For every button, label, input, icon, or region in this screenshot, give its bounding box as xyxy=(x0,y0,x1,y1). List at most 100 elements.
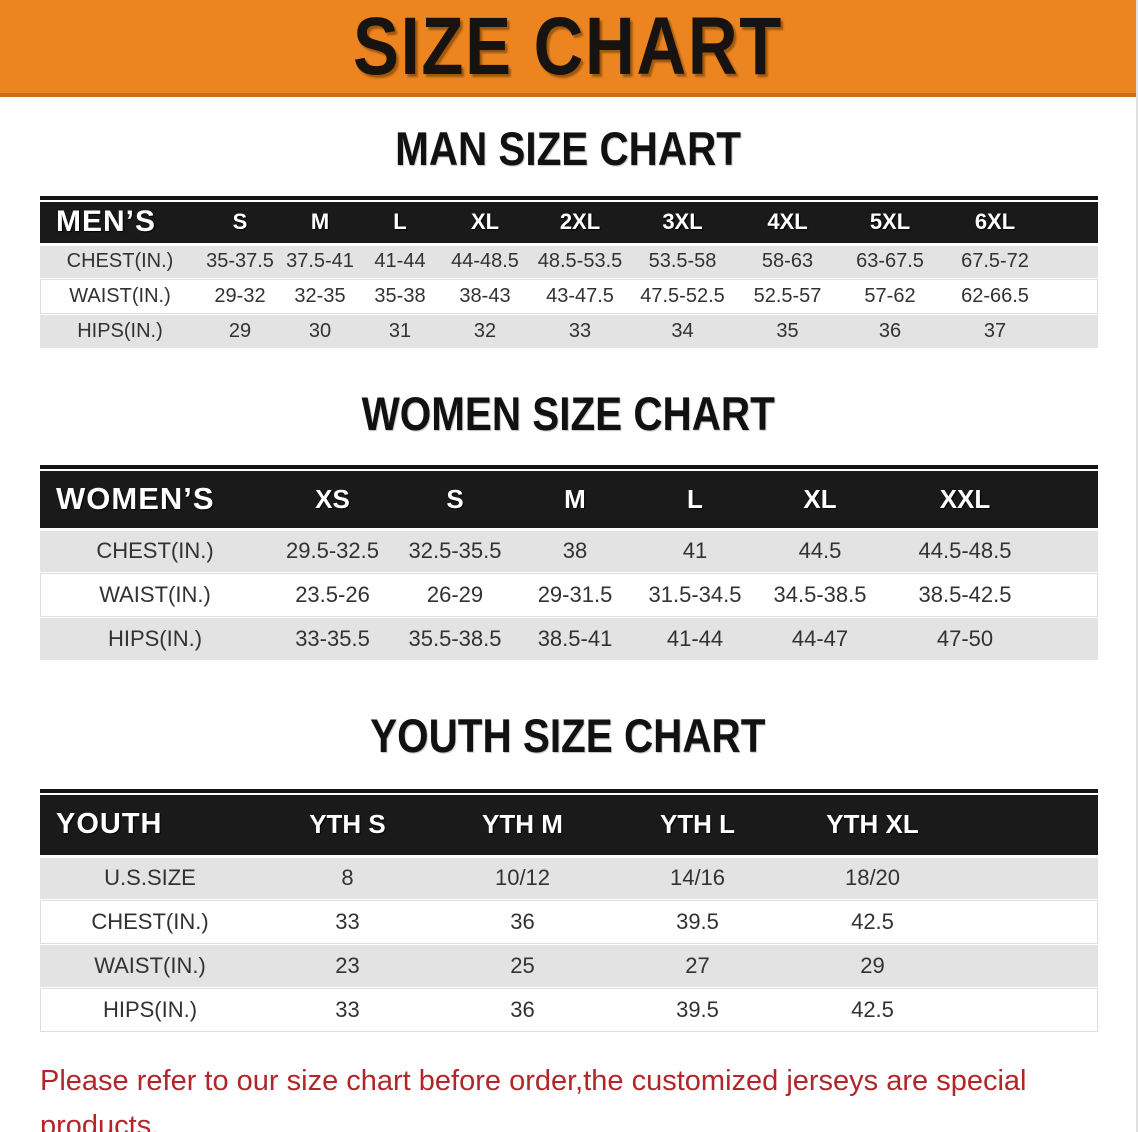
value-cell: 29-32 xyxy=(214,285,266,307)
value-cell: 25 xyxy=(510,953,535,978)
size-header-cell: S xyxy=(232,209,248,235)
value-cell: 33-35.5 xyxy=(295,626,370,651)
value-cell: 14/16 xyxy=(669,865,726,891)
value-cell: 62-66.5 xyxy=(961,285,1029,307)
size-header-cell: S xyxy=(446,483,464,514)
value-cell: 42.5 xyxy=(851,997,894,1022)
value-cell: 58-63 xyxy=(761,250,814,273)
table-row: U.S.SIZE 8 10/12 14/16 18/20 xyxy=(40,856,1098,900)
table-row: HIPS(IN.) 29 30 31 32 33 34 35 36 37 xyxy=(40,314,1098,349)
women-section-heading: WOMEN SIZE CHART xyxy=(0,390,1136,437)
size-header-cell: 2XL xyxy=(559,209,601,235)
value-cell: 38.5-42.5 xyxy=(918,582,1012,607)
value-cell: 38 xyxy=(562,538,588,564)
spacer-cell xyxy=(960,900,1098,944)
disclaimer-note: Please refer to our size chart before or… xyxy=(40,1059,1108,1132)
row-label-cell: HIPS(IN.) xyxy=(107,626,203,651)
value-cell: 53.5-58 xyxy=(648,250,717,273)
value-cell: 35-38 xyxy=(374,285,426,307)
spacer-cell xyxy=(1050,279,1098,314)
value-cell: 29.5-32.5 xyxy=(286,538,379,564)
table-row: CHEST(IN.) 35-37.5 37.5-41 41-44 44-48.5 48.5… xyxy=(40,244,1098,279)
value-cell: 41 xyxy=(682,538,708,564)
men-section-heading: MAN SIZE CHART xyxy=(0,125,1136,172)
value-cell: 43-47.5 xyxy=(546,285,614,307)
value-cell: 39.5 xyxy=(676,997,719,1022)
spacer-cell xyxy=(1045,573,1098,617)
men-size-table: MEN’S S M L XL 2XL 3XL 4XL 5XL 6XL CHEST(IN.) 35-37… xyxy=(40,202,1098,350)
spacer-cell xyxy=(1045,529,1098,573)
women-size-table: WOMEN’S XS S M L XL XXL CHEST(IN.) 29.5-32.5 32.5… xyxy=(40,471,1098,662)
value-cell: 33 xyxy=(335,997,360,1022)
size-header-cell: XL xyxy=(470,209,500,235)
value-cell: 32.5-35.5 xyxy=(408,538,502,564)
spacer-cell xyxy=(1050,314,1098,349)
value-cell: 29-31.5 xyxy=(537,582,613,607)
size-header-cell: 5XL xyxy=(869,209,911,235)
table-row: CHEST(IN.) 29.5-32.5 32.5-35.5 38 41 44.5 44.5… xyxy=(40,529,1098,573)
youth-size-table: YOUTH YTH S YTH M YTH L YTH XL U.S.SIZE 8 10/12… xyxy=(40,795,1098,1033)
value-cell: 31 xyxy=(388,320,412,342)
row-label-cell: WAIST(IN.) xyxy=(69,285,171,307)
value-cell: 34 xyxy=(671,320,694,342)
value-cell: 47-50 xyxy=(936,626,994,651)
value-cell: 10/12 xyxy=(494,865,551,891)
value-cell: 36 xyxy=(510,909,535,934)
table-row: CHEST(IN.) 33 36 39.5 42.5 xyxy=(40,900,1098,944)
value-cell: 33 xyxy=(335,909,360,934)
value-cell: 23.5-26 xyxy=(295,582,370,607)
value-cell: 34.5-38.5 xyxy=(773,582,867,607)
spacer-cell xyxy=(960,944,1098,988)
value-cell: 44-48.5 xyxy=(451,250,519,273)
value-cell: 35.5-38.5 xyxy=(408,626,502,651)
value-cell: 63-67.5 xyxy=(856,250,924,273)
size-header-cell: L xyxy=(393,209,407,235)
row-label-cell: CHEST(IN.) xyxy=(91,909,209,934)
value-cell: 36 xyxy=(878,320,902,342)
row-label-cell: WAIST(IN.) xyxy=(94,953,206,978)
row-label-cell: CHEST(IN.) xyxy=(96,538,214,564)
size-header-cell: XL xyxy=(803,483,837,514)
size-header-cell: XS xyxy=(315,483,350,514)
table-row: WAIST(IN.) 23.5-26 26-29 29-31.5 31.5-34.5 34… xyxy=(40,573,1098,617)
youth-section-heading: YOUTH SIZE CHART xyxy=(0,712,1136,759)
women-table-wrap: WOMEN’S XS S M L XL XXL CHEST(IN.) 29.5-32.5 32.5… xyxy=(40,465,1098,662)
size-header-cell: 4XL xyxy=(767,209,808,235)
value-cell: 37.5-41 xyxy=(286,250,354,273)
spacer-cell xyxy=(1045,471,1098,529)
spacer-cell xyxy=(1045,617,1098,661)
value-cell: 44.5-48.5 xyxy=(918,538,1012,564)
value-cell: 52.5-57 xyxy=(753,285,822,307)
table-row: HIPS(IN.) 33 36 39.5 42.5 xyxy=(40,988,1098,1032)
page-title: SIZE CHART xyxy=(352,0,784,92)
value-cell: 8 xyxy=(341,865,354,891)
value-cell: 48.5-53.5 xyxy=(537,250,623,273)
row-label-cell: HIPS(IN.) xyxy=(102,997,198,1022)
men-section-heading-text: MAN SIZE CHART xyxy=(395,122,741,175)
value-cell: 39.5 xyxy=(676,909,719,934)
value-cell: 23 xyxy=(335,953,360,978)
value-cell: 29 xyxy=(228,320,252,342)
spacer-cell xyxy=(1050,244,1098,279)
title-banner: SIZE CHART xyxy=(0,0,1136,97)
size-header-cell: L xyxy=(687,483,703,514)
youth-table-wrap: YOUTH YTH S YTH M YTH L YTH XL U.S.SIZE 8 10/12… xyxy=(40,789,1098,1033)
value-cell: 27 xyxy=(685,953,710,978)
spacer-cell xyxy=(960,795,1098,856)
size-header-cell: M xyxy=(310,209,330,235)
table-row: WAIST(IN.) 29-32 32-35 35-38 38-43 43-47.5 47.… xyxy=(40,279,1098,314)
header-row: WOMEN’S XS S M L XL XXL xyxy=(40,471,1098,529)
value-cell: 18/20 xyxy=(844,865,901,891)
size-header-cell: YTH S xyxy=(309,809,386,840)
disclaimer-line-1: Please refer to our size chart before or… xyxy=(40,1065,1027,1132)
size-header-cell: YTH M xyxy=(482,809,563,840)
value-cell: 38.5-41 xyxy=(537,626,613,651)
value-cell: 57-62 xyxy=(864,285,916,307)
value-cell: 42.5 xyxy=(851,909,894,934)
row-label-cell: WAIST(IN.) xyxy=(99,582,211,607)
value-cell: 35 xyxy=(776,320,799,342)
size-header-cell: 3XL xyxy=(662,209,703,235)
value-cell: 35-37.5 xyxy=(206,250,274,273)
youth-section-heading-text: YOUTH SIZE CHART xyxy=(370,709,766,762)
